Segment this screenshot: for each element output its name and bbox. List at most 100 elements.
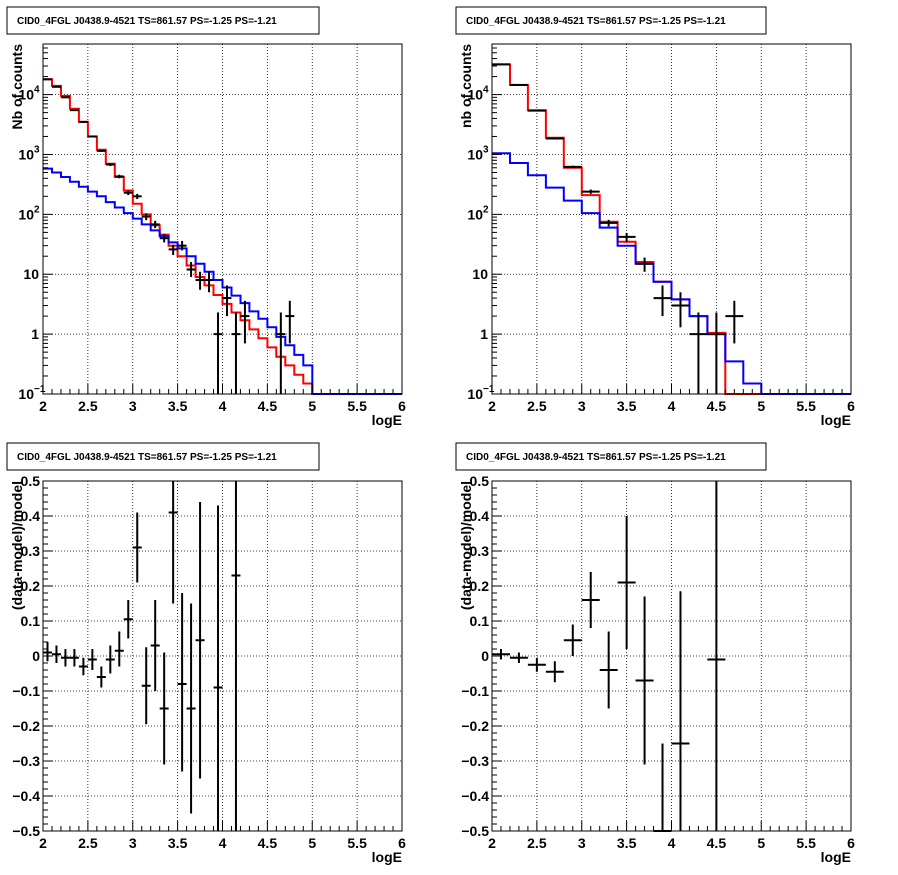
data-point [123, 600, 133, 639]
x-tick-label: 5.5 [796, 835, 816, 851]
title-box [6, 6, 320, 35]
chart-title: CID0_4FGL J0438.9-4521 TS=861.57 PS=-1.2… [466, 452, 726, 463]
x-tick-label: 3.5 [168, 835, 188, 851]
y-axis-label: Nb of counts [9, 44, 25, 130]
x-axis-label: logE [821, 412, 851, 428]
x-tick-label: 3.5 [617, 398, 637, 414]
gridlines [492, 44, 851, 394]
data-point [231, 312, 241, 394]
x-tick-label: 6 [398, 835, 406, 851]
data-point [132, 512, 142, 583]
data-point [177, 240, 187, 251]
y-tick-label: 0.3 [21, 543, 41, 559]
data-point [599, 219, 618, 227]
data-point [105, 163, 115, 167]
x-tick-label: 3.5 [168, 398, 188, 414]
y-tick-label: −0.5 [12, 823, 40, 839]
axis-ticks: 2 2.5 3 3.5 4 4.5 5 5.5 6 −0.5 −0.4 −0.3 −0.2 −0.1 0 0.… [461, 473, 855, 851]
y-tick-base: 10 [467, 146, 483, 162]
y-tick-exponent: 2 [483, 204, 489, 215]
y-tick-label: 0.3 [470, 543, 490, 559]
gridlines [43, 44, 402, 394]
gridlines [43, 481, 402, 831]
y-axis-label: nb of counts [458, 44, 474, 128]
data-point [78, 657, 88, 676]
y-tick-label: 10 [467, 87, 483, 103]
y-tick-label: 10 [467, 206, 483, 222]
x-tick-label: 2 [488, 398, 496, 414]
y-tick-label: −0.4 [461, 788, 489, 804]
y-axis-label: (data-model)/model [9, 481, 25, 610]
y-tick-label: 0 [32, 648, 40, 664]
y-tick-label: −0.3 [12, 753, 40, 769]
x-tick-label: 2 [39, 398, 47, 414]
plot-series [43, 481, 241, 831]
y-tick-label: 10 [467, 146, 483, 162]
x-axis-label: logE [372, 849, 402, 865]
y-tick-label: −0.2 [461, 718, 489, 734]
model-histogram-line [492, 152, 851, 395]
y-tick-label: 10 [18, 386, 34, 402]
data-point [563, 165, 582, 169]
y-tick-base: 10 [467, 206, 483, 222]
x-tick-label: 5.5 [347, 835, 367, 851]
x-tick-label: 4.5 [258, 835, 278, 851]
y-tick-base: 10 [23, 266, 39, 282]
plot-series [43, 78, 402, 395]
x-tick-label: 2.5 [78, 398, 98, 414]
y-tick-base: 10 [472, 266, 488, 282]
y-tick-label: −0.1 [461, 683, 489, 699]
y-tick-label: −0.3 [461, 753, 489, 769]
data-point [492, 649, 510, 660]
data-point [195, 502, 205, 779]
data-point [581, 572, 600, 628]
chart-title: CID0_4FGL J0438.9-4521 TS=861.57 PS=-1.2… [17, 16, 277, 27]
data-point [527, 657, 546, 672]
x-tick-label: 5 [757, 398, 765, 414]
y-tick-exponent: 3 [34, 144, 40, 155]
data-point [60, 96, 70, 99]
data-point [177, 593, 187, 772]
data-point [204, 271, 214, 293]
y-tick-base: 1 [31, 326, 39, 342]
data-point [545, 661, 564, 683]
data-point [87, 649, 97, 670]
x-tick-label: 3 [129, 398, 137, 414]
x-axis-label: logE [372, 412, 402, 428]
y-tick-label: 0 [481, 648, 489, 664]
data-point [707, 481, 726, 831]
data-point [653, 743, 672, 832]
data-point [671, 591, 690, 831]
y-tick-label: 10 [18, 146, 34, 162]
x-tick-label: 4.5 [707, 398, 727, 414]
y-tick-base: 10 [18, 386, 34, 402]
data-point [617, 516, 636, 649]
model-histogram-line [43, 167, 402, 395]
data-point [69, 649, 79, 667]
x-tick-label: 2.5 [78, 835, 98, 851]
chart-title: CID0_4FGL J0438.9-4521 TS=861.57 PS=-1.2… [17, 452, 277, 463]
x-tick-label: 4 [668, 398, 676, 414]
y-axis-label: (data-model)/model [458, 481, 474, 610]
x-tick-label: 2.5 [527, 398, 547, 414]
data-point [150, 220, 160, 229]
plot-series [492, 481, 726, 832]
y-tick-exponent: −1 [483, 384, 495, 395]
y-tick-base: 10 [467, 87, 483, 103]
data-point [581, 189, 600, 194]
data-point [186, 262, 196, 277]
data-point [231, 481, 241, 831]
x-tick-label: 2.5 [527, 835, 547, 851]
x-tick-label: 3 [129, 835, 137, 851]
y-tick-base: 1 [480, 326, 488, 342]
x-tick-label: 6 [398, 398, 406, 414]
y-tick-base: 10 [18, 146, 34, 162]
x-tick-label: 3.5 [617, 835, 637, 851]
y-tick-label: −0.1 [12, 683, 40, 699]
data-point [141, 213, 151, 221]
data-point [96, 149, 106, 153]
x-tick-label: 4.5 [258, 398, 278, 414]
y-tick-exponent: 4 [34, 85, 40, 96]
data-point [213, 312, 223, 394]
